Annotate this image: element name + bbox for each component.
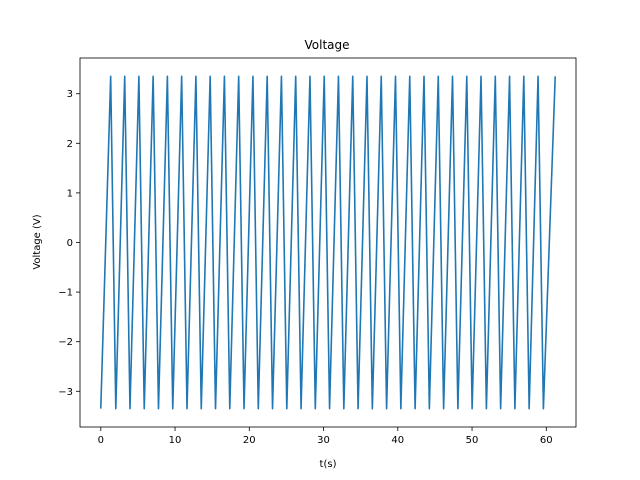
y-tick-label: 1 <box>67 188 73 199</box>
y-tick-label: −1 <box>58 288 73 299</box>
y-tick-label: 2 <box>67 139 73 150</box>
voltage-series-line-0 <box>99 75 557 410</box>
x-tick-label: 60 <box>540 435 553 446</box>
x-tick-label: 0 <box>98 435 104 446</box>
x-tick-label: 40 <box>391 435 404 446</box>
y-tick-label: −2 <box>58 337 73 348</box>
x-axis-label: t(s) <box>320 459 337 470</box>
y-tick-label: −3 <box>58 387 73 398</box>
x-tick-label: 30 <box>317 435 330 446</box>
chart-title: Voltage <box>304 38 349 52</box>
y-tick-label: 0 <box>67 238 73 249</box>
y-axis: −3 −2 −1 0 1 2 3 <box>58 89 80 398</box>
x-tick-label: 50 <box>466 435 479 446</box>
y-axis-label: Voltage (V) <box>32 214 43 269</box>
y-tick-label: 3 <box>67 89 73 100</box>
x-axis: 0 10 20 30 40 50 60 <box>98 427 553 446</box>
x-tick-label: 20 <box>243 435 256 446</box>
x-tick-label: 10 <box>169 435 182 446</box>
plot-area <box>99 75 557 410</box>
